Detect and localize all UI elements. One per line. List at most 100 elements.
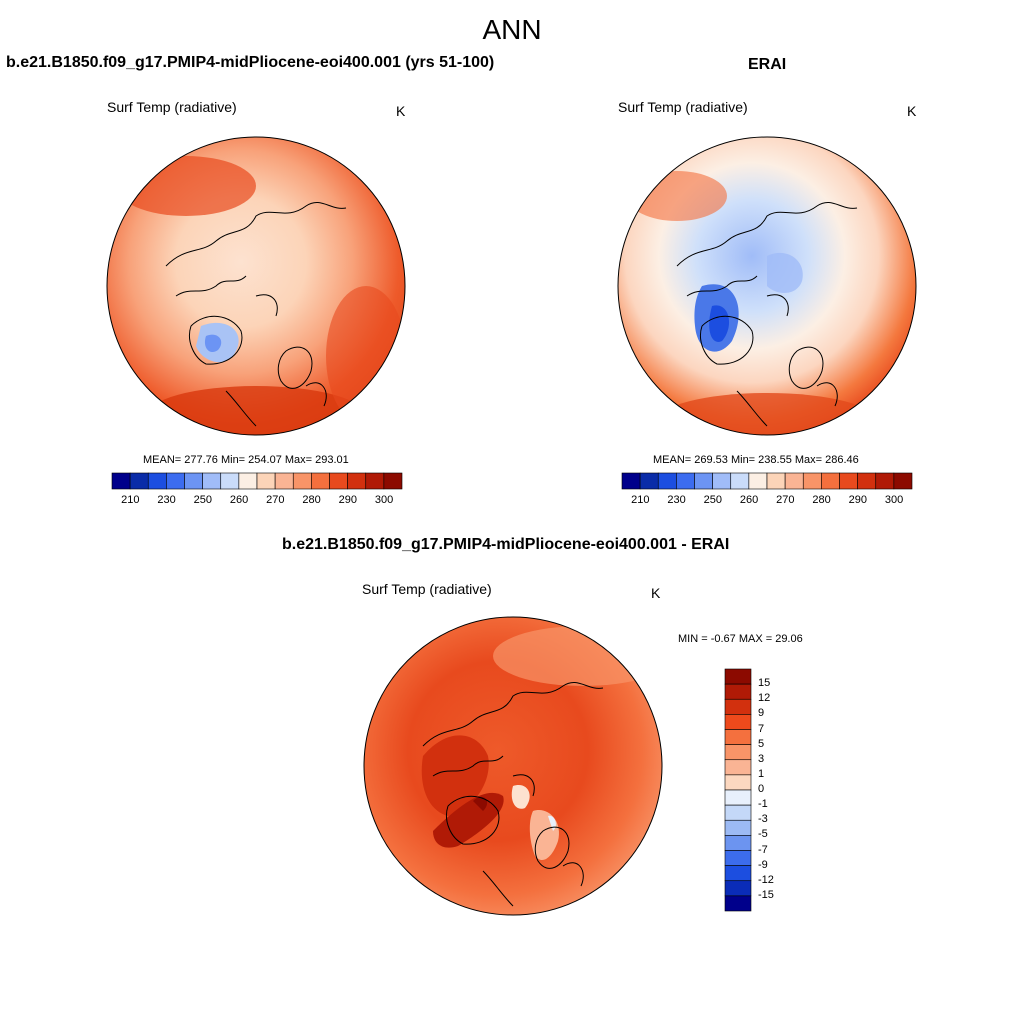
colorbar-tick-label: 300 [884,494,904,506]
colorbar-swatch [238,472,258,490]
colorbar-tick-label: -5 [758,828,768,841]
colorbar-swatch [724,698,752,715]
colorbar-swatch [676,472,695,490]
colorbar-tick-label: 290 [848,494,867,506]
colorbar-swatch [220,472,240,490]
colorbar-swatch [893,472,913,490]
colorbar-tick-label: 300 [374,494,394,506]
stats-diff: MIN = -0.67 MAX = 29.06 [678,633,803,645]
colorbar-tick-label: 270 [776,494,795,506]
colorbar-swatch [724,850,752,866]
colorbar-swatch [147,472,167,490]
colorbar-tick-label: 250 [703,494,722,506]
colorbar-tick-label: 3 [758,752,765,765]
colorbar-ticks-model: 210 230 250 260 270 280 290 300 [112,494,402,508]
colorbar-ticks-erai: 210 230 250 260 270 280 290 300 [622,494,912,508]
colorbar-tick-label: 260 [739,494,759,506]
colorbar-swatch [111,472,131,490]
colorbar-swatch [724,835,752,851]
colorbar-swatch [329,472,348,490]
colorbar-swatch [839,472,858,490]
colorbar-tick-label: 280 [302,494,321,506]
colorbar-swatch [657,472,677,490]
colorbar-model [111,472,403,490]
colorbar-swatch [748,472,768,490]
colorbar-swatch [166,472,185,490]
colorbar-swatch [383,472,403,490]
colorbar-swatch [724,759,752,776]
polar-map-diff [363,616,663,916]
colorbar-tick-label: -12 [758,873,774,886]
colorbar-swatch [857,472,877,490]
colorbar-swatch [724,819,752,836]
colorbar-swatch [639,472,659,490]
colorbar-tick-label: -1 [758,798,768,811]
colorbar-tick-label: -7 [758,843,768,856]
colorbar-swatch [730,472,750,490]
colorbar-swatch [712,472,732,490]
units-label-diff: K [651,585,661,601]
colorbar-swatch [694,472,713,490]
colorbar-tick-label: -3 [758,813,768,826]
figure-title: ANN [482,14,542,45]
colorbar-tick-label: 7 [758,722,765,735]
var-label-erai: Surf Temp (radiative) [618,99,748,115]
colorbar-swatch [292,472,312,490]
colorbar-swatch [724,865,752,882]
colorbar-tick-label: 0 [758,783,765,795]
colorbar-tick-label: 230 [157,494,176,506]
colorbar-swatch [821,472,840,490]
stats-erai: MEAN= 269.53 Min= 238.55 Max= 286.46 [653,454,859,466]
colorbar-tick-label: 5 [758,737,765,750]
colorbar-swatch [724,774,752,791]
colorbar-swatch [256,472,276,490]
colorbar-swatch [724,744,752,761]
colorbar-swatch [621,472,641,490]
colorbar-swatch [365,472,385,490]
colorbar-diff [724,668,752,912]
colorbar-erai [621,472,913,490]
colorbar-swatch [184,472,203,490]
colorbar-tick-label: 15 [758,677,771,690]
panel-title-diff: b.e21.B1850.f09_g17.PMIP4-midPliocene-eo… [282,536,730,553]
colorbar-swatch [724,789,752,806]
colorbar-tick-label: 280 [812,494,831,506]
colorbar-ticks-diff: 15 12 9 7 5 3 1 0 -1 -3 -5 -7 -9 -12 -15 [758,669,798,911]
colorbar-swatch [784,472,804,490]
colorbar-swatch [724,683,752,700]
colorbar-swatch [802,472,822,490]
colorbar-tick-label: 230 [667,494,686,506]
var-label-diff: Surf Temp (radiative) [362,581,492,597]
colorbar-swatch [724,714,752,730]
colorbar-tick-label: 290 [338,494,357,506]
units-label-model: K [396,103,406,119]
colorbar-swatch [724,895,752,912]
colorbar-tick-label: -15 [758,888,774,901]
colorbar-tick-label: 260 [229,494,249,506]
colorbar-swatch [724,729,752,745]
colorbar-swatch [202,472,222,490]
colorbar-tick-label: 250 [193,494,212,506]
colorbar-swatch [724,668,752,685]
colorbar-tick-label: -9 [758,858,768,871]
colorbar-swatch [724,804,752,821]
colorbar-tick-label: 210 [121,494,140,506]
colorbar-tick-label: 12 [758,692,771,705]
colorbar-swatch [129,472,149,490]
polar-map-erai [617,136,917,436]
panel-title-erai: ERAI [748,56,787,73]
colorbar-swatch [766,472,786,490]
colorbar-swatch [875,472,895,490]
colorbar-tick-label: 1 [758,767,765,780]
polar-map-model [106,136,406,436]
colorbar-swatch [724,880,752,897]
var-label-model: Surf Temp (radiative) [107,99,237,115]
colorbar-tick-label: 270 [266,494,285,506]
panel-title-model: b.e21.B1850.f09_g17.PMIP4-midPliocene-eo… [6,54,495,71]
stats-model: MEAN= 277.76 Min= 254.07 Max= 293.01 [143,454,349,466]
colorbar-swatch [311,472,330,490]
colorbar-tick-label: 210 [631,494,650,506]
colorbar-tick-label: 9 [758,707,765,720]
colorbar-swatch [274,472,294,490]
colorbar-swatch [347,472,367,490]
